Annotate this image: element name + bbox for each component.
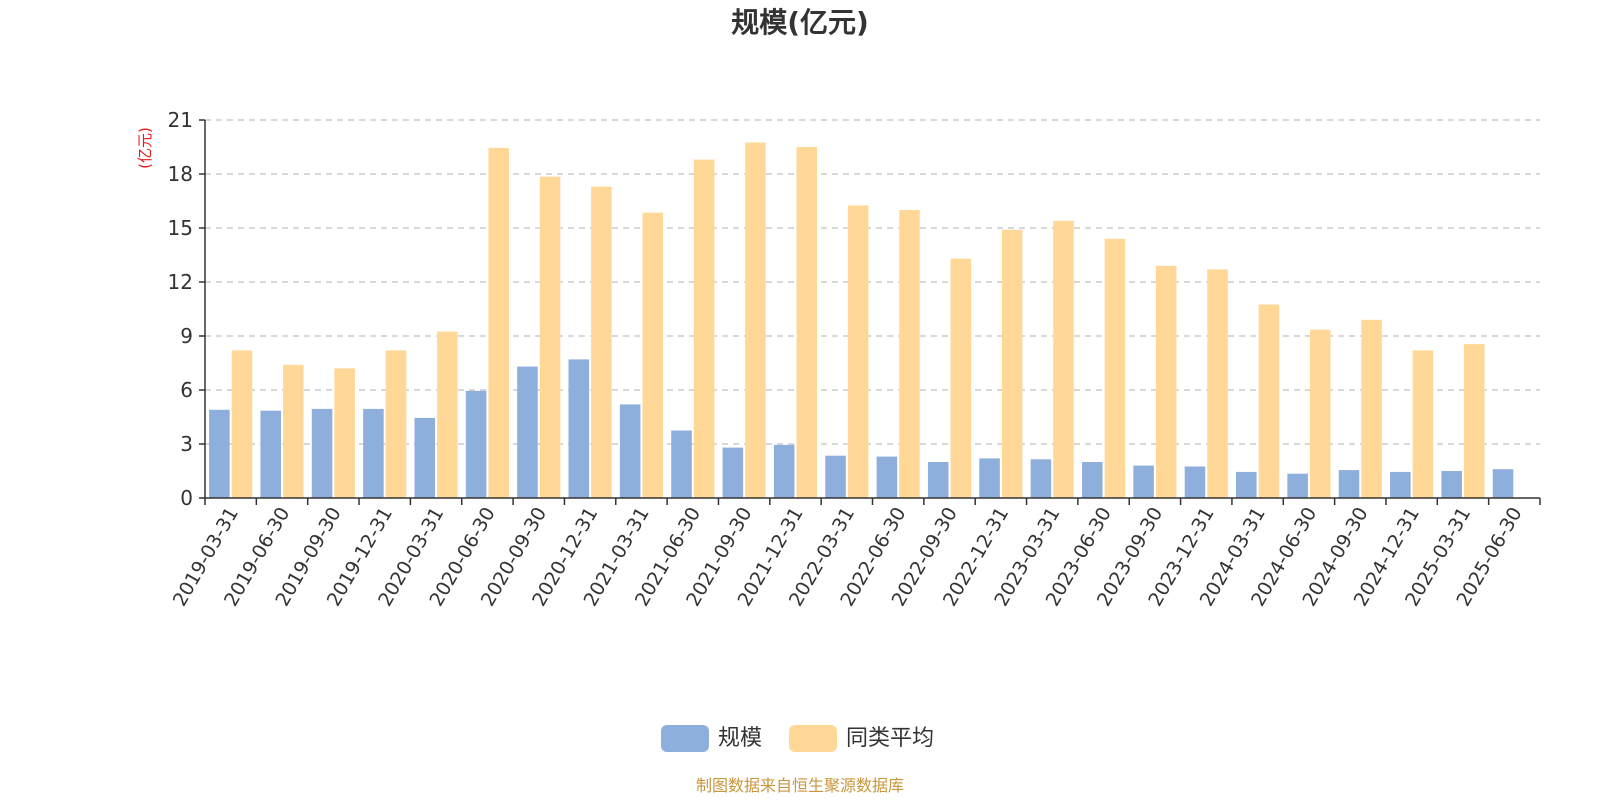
bar-peer-average[interactable] — [1155, 265, 1177, 498]
bar-scale[interactable] — [825, 455, 846, 498]
bar-scale[interactable] — [671, 430, 692, 499]
bar-scale[interactable] — [773, 444, 795, 498]
bar-scale[interactable] — [979, 458, 1000, 498]
bar-scale[interactable] — [465, 390, 487, 498]
bar-scale[interactable] — [927, 462, 949, 498]
legend-swatch-scale[interactable] — [661, 725, 709, 752]
bar-peer-average[interactable] — [745, 142, 766, 499]
bar-peer-average[interactable] — [642, 212, 664, 498]
bar-peer-average[interactable] — [847, 205, 869, 499]
bar-scale[interactable] — [1133, 465, 1154, 498]
bar-peer-average[interactable] — [437, 331, 458, 499]
y-tick-label: 9 — [180, 324, 193, 348]
bar-peer-average[interactable] — [1464, 344, 1485, 498]
bar-scale[interactable] — [1236, 471, 1257, 498]
bar-peer-average[interactable] — [1207, 269, 1228, 498]
bar-scale[interactable] — [260, 410, 281, 498]
bar-peer-average[interactable] — [1053, 220, 1074, 499]
bar-scale[interactable] — [1081, 462, 1103, 498]
legend-swatch-peer-average[interactable] — [789, 725, 837, 752]
bar-scale[interactable] — [722, 447, 744, 498]
bar-peer-average[interactable] — [1361, 319, 1382, 498]
bar-peer-average[interactable] — [283, 364, 304, 498]
bar-scale[interactable] — [1338, 470, 1360, 498]
bar-peer-average[interactable] — [385, 350, 407, 498]
bar-peer-average[interactable] — [1258, 304, 1280, 499]
bar-peer-average[interactable] — [231, 350, 253, 498]
y-tick-label: 15 — [168, 216, 193, 240]
bar-peer-average[interactable] — [591, 186, 612, 498]
bar-scale[interactable] — [1441, 471, 1462, 498]
bar-scale[interactable] — [414, 417, 436, 498]
bar-scale[interactable] — [363, 408, 384, 498]
bar-peer-average[interactable] — [796, 147, 818, 498]
legend: 规模 同类平均 — [661, 725, 934, 752]
y-tick-label: 18 — [168, 162, 193, 186]
bar-scale[interactable] — [568, 359, 590, 498]
bar-scale[interactable] — [1184, 466, 1206, 499]
bar-peer-average[interactable] — [899, 210, 920, 498]
bar-peer-average[interactable] — [334, 368, 355, 498]
y-tick-label: 21 — [168, 108, 193, 132]
data-source-note: 制图数据来自恒生聚源数据库 — [696, 776, 904, 795]
y-tick-label: 12 — [168, 270, 193, 294]
legend-label-peer-average[interactable]: 同类平均 — [846, 726, 934, 751]
bar-peer-average[interactable] — [1104, 238, 1126, 499]
y-tick-label: 3 — [180, 432, 193, 456]
bar-scale[interactable] — [1287, 473, 1308, 498]
bar-peer-average[interactable] — [950, 258, 972, 498]
bar-scale[interactable] — [311, 408, 333, 498]
bar-peer-average[interactable] — [1309, 329, 1331, 498]
bar-scale[interactable] — [209, 409, 230, 498]
bar-scale[interactable] — [876, 456, 898, 498]
bar-scale[interactable] — [1030, 459, 1052, 498]
y-tick-label: 6 — [180, 378, 193, 402]
x-axis-ticks: 2019-03-312019-06-302019-09-302019-12-31… — [169, 498, 1541, 610]
bar-peer-average[interactable] — [693, 159, 715, 498]
bar-scale[interactable] — [1390, 471, 1411, 498]
bar-peer-average[interactable] — [1412, 350, 1434, 498]
bar-peer-average[interactable] — [539, 176, 561, 498]
chart-title: 规模(亿元) — [731, 6, 869, 39]
bar-scale[interactable] — [619, 404, 641, 498]
legend-label-scale[interactable]: 规模 — [718, 726, 762, 751]
bars — [209, 142, 1514, 499]
bar-peer-average[interactable] — [488, 147, 509, 498]
bar-peer-average[interactable] — [1001, 229, 1023, 499]
bar-scale[interactable] — [1492, 469, 1514, 498]
y-tick-label: 0 — [180, 486, 193, 510]
bar-scale[interactable] — [517, 366, 538, 498]
y-axis-unit-label: (亿元) — [136, 127, 154, 169]
y-axis-ticks: 0 3 6 9 12 15 18 21 — [168, 108, 205, 510]
